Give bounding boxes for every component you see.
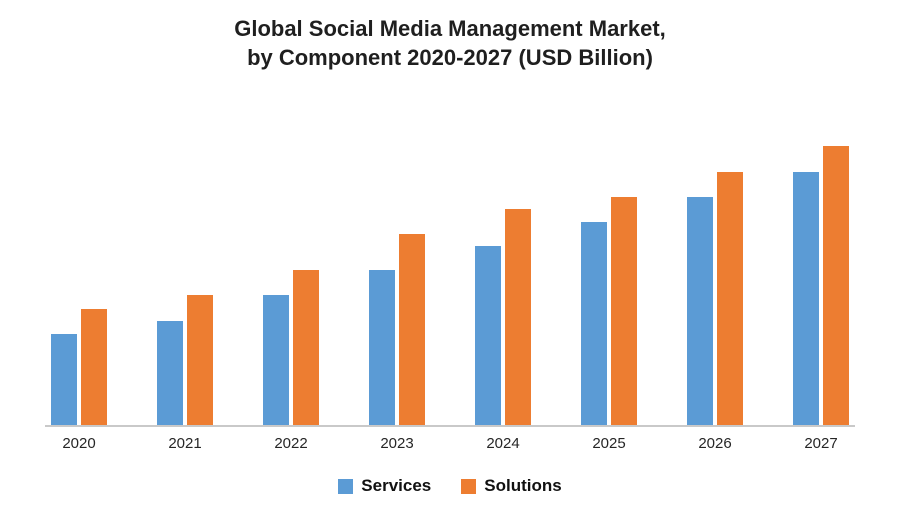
- bar-solutions-2020: [81, 309, 107, 426]
- bar-solutions-2022: [293, 270, 319, 426]
- chart-title-line1: Global Social Media Management Market,: [234, 16, 666, 41]
- legend-label-services: Services: [361, 476, 432, 496]
- bar-group-2025: [581, 197, 637, 426]
- x-tick-2020: 2020: [62, 435, 96, 453]
- bar-group-2020: [51, 309, 107, 426]
- bar-group-2021: [157, 295, 213, 426]
- chart-title: Global Social Media Management Market, b…: [0, 0, 900, 72]
- bar-solutions-2027: [823, 146, 849, 426]
- bar-group-2026: [687, 172, 743, 426]
- x-tick-2027: 2027: [804, 435, 838, 453]
- legend-item-solutions: Solutions: [461, 476, 562, 496]
- services-swatch-icon: [338, 478, 354, 494]
- bar-solutions-2021: [187, 295, 213, 426]
- x-tick-2023: 2023: [380, 435, 414, 453]
- x-tick-2025: 2025: [592, 435, 626, 453]
- bar-group-2022: [263, 270, 319, 426]
- bar-services-2027: [793, 172, 819, 426]
- plot-bars: [45, 102, 855, 428]
- bar-services-2025: [581, 222, 607, 426]
- bar-solutions-2024: [505, 209, 531, 426]
- plot-area: 2020 2021 2022 2023 2024 2025 2026 2027: [45, 102, 855, 452]
- bar-solutions-2025: [611, 197, 637, 426]
- bar-services-2024: [475, 246, 501, 426]
- bar-services-2023: [369, 270, 395, 426]
- x-tick-2021: 2021: [168, 435, 202, 453]
- x-axis-labels: 2020 2021 2022 2023 2024 2025 2026 2027: [45, 427, 855, 452]
- legend-label-solutions: Solutions: [484, 476, 562, 496]
- bar-group-2024: [475, 209, 531, 426]
- x-tick-2022: 2022: [274, 435, 308, 453]
- x-tick-2026: 2026: [698, 435, 732, 453]
- bar-services-2026: [687, 197, 713, 426]
- legend: Services Solutions: [0, 476, 900, 496]
- chart-title-line2: by Component 2020-2027 (USD Billion): [247, 45, 653, 71]
- bar-group-2023: [369, 234, 425, 426]
- x-tick-2024: 2024: [486, 435, 520, 453]
- legend-item-services: Services: [338, 476, 431, 496]
- bar-services-2022: [263, 295, 289, 426]
- bar-solutions-2023: [399, 234, 425, 426]
- solutions-swatch-icon: [461, 478, 477, 494]
- bar-group-2027: [793, 146, 849, 426]
- bar-solutions-2026: [717, 172, 743, 426]
- bar-services-2021: [157, 321, 183, 426]
- bar-services-2020: [51, 334, 77, 426]
